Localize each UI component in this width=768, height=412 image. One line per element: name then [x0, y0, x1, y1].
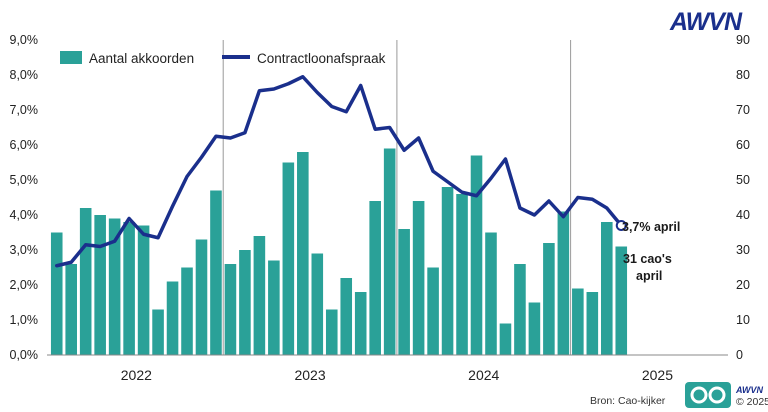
bar: [166, 281, 179, 355]
bar: [210, 190, 222, 355]
bar: [398, 229, 410, 355]
y-tick-label-left: 8,0%: [10, 68, 39, 82]
annotation-bar-count-line2: april: [636, 269, 662, 283]
bar: [65, 264, 78, 355]
legend: Aantal akkoorden Contractloonafspraak: [60, 51, 386, 66]
y-tick-label-right: 30: [736, 243, 750, 257]
bar: [543, 243, 555, 355]
y-tick-label-right: 40: [736, 208, 750, 222]
bar: [441, 187, 454, 355]
awvn-badge: AWVN © 2025: [685, 382, 768, 408]
bar: [108, 218, 121, 355]
bar: [485, 232, 497, 355]
y-tick-label-right: 90: [736, 33, 750, 47]
annotation-bar-count-line1: 31 cao's: [623, 252, 672, 266]
y-tick-label-right: 80: [736, 68, 750, 82]
x-tick-label: 2025: [642, 367, 673, 383]
bar: [239, 250, 251, 355]
legend-label-line: Contractloonafspraak: [257, 51, 386, 66]
bar: [224, 264, 237, 355]
bar: [152, 309, 164, 355]
bar: [557, 211, 570, 355]
y-tick-label-right: 60: [736, 138, 750, 152]
bar: [470, 155, 483, 355]
y-tick-label-left: 3,0%: [10, 243, 39, 257]
badge-ring-left: [690, 386, 708, 404]
x-tick-label: 2023: [294, 367, 325, 383]
bar: [383, 148, 396, 355]
awvn-logo: AWVN: [669, 8, 743, 36]
last-point-marker: [615, 220, 627, 231]
bar: [600, 222, 613, 355]
bar: [79, 208, 92, 355]
y-tick-label-left: 4,0%: [10, 208, 39, 222]
y-tick-label-right: 50: [736, 173, 750, 187]
y-tick-label-right: 70: [736, 103, 750, 117]
bar: [615, 246, 628, 355]
y-tick-label-left: 7,0%: [10, 103, 39, 117]
grid-lines: [222, 40, 572, 355]
bar-series: [50, 148, 628, 355]
bar: [514, 264, 526, 355]
y-axis-left: 0,0% 1,0% 2,0% 3,0% 4,0% 5,0% 6,0% 7,0% 8,0% 9,0%: [10, 33, 39, 362]
bar: [325, 309, 338, 355]
line-series: [54, 75, 627, 268]
bar: [369, 201, 381, 355]
bar: [499, 323, 512, 355]
bar: [123, 222, 135, 355]
y-tick-label-left: 9,0%: [10, 33, 39, 47]
bar: [354, 292, 367, 355]
bar: [50, 232, 63, 355]
x-axis: 2022 2023 2024 2025: [121, 367, 673, 383]
bar: [195, 239, 208, 355]
legend-swatch-bars: [60, 51, 82, 64]
y-tick-label-left: 5,0%: [10, 173, 39, 187]
annotation-line-value: 3,7% april: [622, 220, 680, 234]
bar: [268, 260, 280, 355]
y-tick-label-right: 0: [736, 348, 743, 362]
bar: [137, 225, 150, 355]
bar: [340, 278, 353, 355]
y-tick-label-left: 0,0%: [10, 348, 39, 362]
y-tick-label-left: 1,0%: [10, 313, 39, 327]
y-tick-label-left: 6,0%: [10, 138, 39, 152]
y-tick-label-right: 10: [736, 313, 750, 327]
y-tick-label-left: 2,0%: [10, 278, 39, 292]
series-line: [54, 75, 624, 268]
x-tick-label: 2024: [468, 367, 499, 383]
bar: [528, 302, 541, 355]
x-tick-label: 2022: [121, 367, 152, 383]
bar: [311, 253, 324, 355]
bar: [427, 267, 439, 355]
bar: [297, 152, 309, 355]
badge-text: AWVN: [735, 385, 764, 395]
badge-copyright: © 2025: [736, 396, 768, 408]
bar: [586, 292, 599, 355]
bar: [456, 194, 468, 355]
legend-label-bars: Aantal akkoorden: [89, 51, 194, 66]
bar: [94, 215, 106, 355]
bar: [572, 288, 584, 355]
y-axis-right: 0 10 20 30 40 50 60 70 80 90: [736, 33, 750, 362]
badge-ring-right: [708, 386, 726, 404]
source-note: Bron: Cao-kijker: [590, 395, 666, 407]
bar: [253, 236, 266, 355]
bar: [282, 162, 295, 355]
bar: [412, 201, 425, 355]
y-tick-label-right: 20: [736, 278, 750, 292]
bar: [181, 267, 193, 355]
